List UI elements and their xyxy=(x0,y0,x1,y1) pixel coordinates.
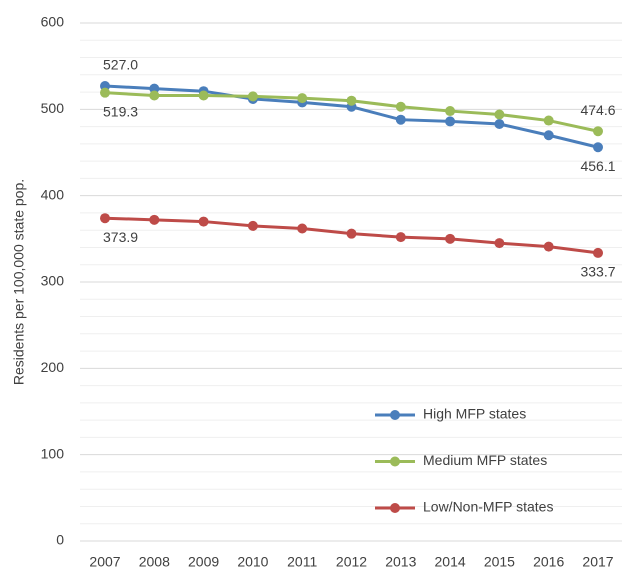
marker xyxy=(346,228,357,239)
x-tick-label: 2017 xyxy=(582,554,613,570)
marker xyxy=(297,223,308,234)
y-tick-label: 100 xyxy=(41,445,65,461)
data-label: 373.9 xyxy=(103,229,138,245)
marker xyxy=(494,238,505,249)
marker xyxy=(593,247,603,258)
marker xyxy=(198,216,209,227)
marker xyxy=(543,130,554,141)
marker xyxy=(100,87,110,98)
y-tick-label: 600 xyxy=(41,14,65,30)
legend-label: Low/Non-MFP states xyxy=(423,499,553,515)
marker xyxy=(297,93,308,104)
data-label: 333.7 xyxy=(580,264,615,280)
marker xyxy=(445,106,456,117)
marker xyxy=(149,83,160,94)
legend-label: High MFP states xyxy=(423,406,526,422)
x-tick-label: 2009 xyxy=(188,554,219,570)
y-tick-label: 500 xyxy=(41,100,65,116)
legend-marker xyxy=(390,456,400,467)
y-tick-label: 400 xyxy=(41,186,65,202)
marker xyxy=(395,114,406,125)
marker xyxy=(247,91,258,102)
marker xyxy=(149,90,160,101)
x-tick-label: 2012 xyxy=(336,554,367,570)
marker xyxy=(593,126,603,137)
legend-marker xyxy=(390,410,400,420)
marker xyxy=(543,115,554,126)
x-tick-label: 2014 xyxy=(435,554,466,570)
marker xyxy=(445,116,456,127)
marker xyxy=(494,119,505,130)
x-tick-label: 2013 xyxy=(385,554,416,570)
y-tick-label: 0 xyxy=(56,532,64,548)
marker xyxy=(247,220,258,231)
x-tick-label: 2010 xyxy=(237,554,268,570)
y-tick-label: 300 xyxy=(41,273,65,289)
marker xyxy=(346,95,357,106)
marker xyxy=(593,142,603,153)
x-tick-label: 2016 xyxy=(533,554,564,570)
marker xyxy=(445,233,456,244)
data-label: 519.3 xyxy=(103,103,138,119)
x-tick-label: 2015 xyxy=(484,554,515,570)
x-tick-label: 2007 xyxy=(89,554,120,570)
marker xyxy=(198,90,209,101)
legend-marker xyxy=(390,503,400,513)
marker xyxy=(494,109,505,120)
legend-label: Medium MFP states xyxy=(423,452,547,468)
data-label: 474.6 xyxy=(580,102,615,118)
data-label: 527.0 xyxy=(103,57,138,73)
data-label: 456.1 xyxy=(580,158,615,174)
y-axis-label: Residents per 100,000 state pop. xyxy=(11,179,27,385)
marker xyxy=(100,213,110,224)
marker xyxy=(395,101,406,112)
x-tick-label: 2011 xyxy=(287,554,317,570)
marker xyxy=(395,232,406,243)
x-tick-label: 2008 xyxy=(139,554,170,570)
marker xyxy=(149,214,160,225)
y-tick-label: 200 xyxy=(41,359,65,375)
marker xyxy=(543,241,554,252)
